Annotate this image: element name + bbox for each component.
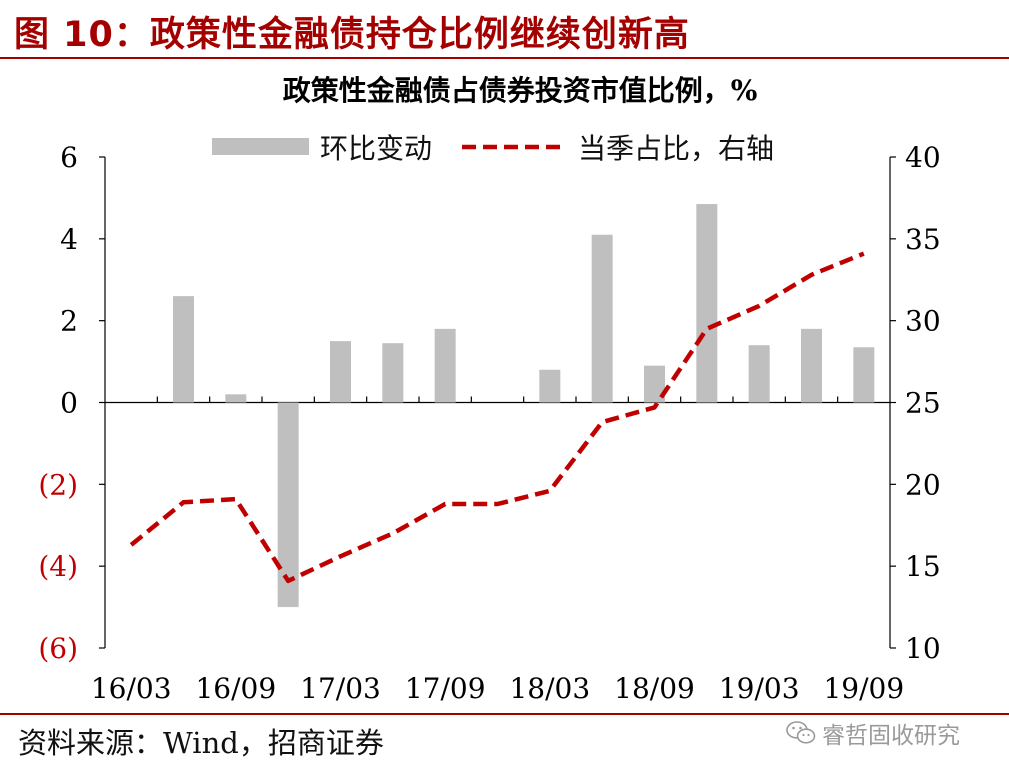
right-axis-tick-label: 15 xyxy=(905,550,941,583)
x-axis-tick-label: 18/09 xyxy=(614,672,695,705)
x-axis-tick-label: 19/09 xyxy=(823,672,904,705)
bar-17/09 xyxy=(434,328,456,403)
left-axis-tick-label: (2) xyxy=(38,468,78,501)
chart-title: 政策性金融债占债券投资市值比例，% xyxy=(283,74,758,107)
right-axis-tick-label: 25 xyxy=(905,387,941,420)
x-axis-tick-label: 17/09 xyxy=(405,672,486,705)
x-axis-tick-label: 17/03 xyxy=(300,672,381,705)
bar-18/09 xyxy=(644,365,665,403)
x-axis-tick-label: 18/03 xyxy=(509,672,590,705)
bar-16/12 xyxy=(277,402,299,608)
x-axis-tick-label: 16/03 xyxy=(91,672,172,705)
right-axis-tick-label: 30 xyxy=(905,305,941,338)
left-axis-tick-label: 2 xyxy=(60,305,78,338)
left-axis-tick-label: 6 xyxy=(60,141,78,174)
bar-17/03 xyxy=(330,341,351,403)
chart: 政策性金融债占债券投资市值比例，%环比变动 当季占比，右轴6420(2)(4)(6… xyxy=(38,74,941,705)
right-axis-tick-label: 10 xyxy=(905,632,941,665)
footer-divider xyxy=(0,713,1009,715)
left-axis-tick-label: (6) xyxy=(38,632,78,665)
figure-header: 图 10：政策性金融债持仓比例继续创新高 xyxy=(0,0,1009,59)
line-series-share xyxy=(129,251,865,584)
bar-17/06 xyxy=(382,343,404,403)
wechat-icon xyxy=(786,721,816,744)
right-axis-tick-label: 40 xyxy=(905,141,941,174)
watermark-label: 睿哲固收研究 xyxy=(822,723,960,749)
right-axis-tick-label: 35 xyxy=(905,223,941,256)
bar-16/06 xyxy=(173,296,194,403)
bar-19/03 xyxy=(748,345,770,403)
bar-16/09 xyxy=(225,394,247,403)
left-axis-tick-label: 0 xyxy=(60,387,78,420)
bar-19/09 xyxy=(853,347,875,403)
left-axis-tick-label: 4 xyxy=(60,223,78,256)
bar-18/03 xyxy=(539,369,561,403)
legend-bar-swatch xyxy=(212,138,309,155)
bar-18/06 xyxy=(591,234,613,403)
legend-bar-label: 环比变动 xyxy=(320,132,432,165)
right-axis-tick-label: 20 xyxy=(905,468,941,501)
watermark: 睿哲固收研究 xyxy=(786,716,960,750)
bar-19/06 xyxy=(801,328,822,403)
x-axis-tick-label: 16/09 xyxy=(195,672,276,705)
source-note: 资料来源：Wind，招商证券 xyxy=(18,726,384,760)
left-axis-tick-label: (4) xyxy=(38,550,78,583)
legend-line-label: 当季占比，右轴 xyxy=(578,132,774,165)
x-axis-tick-label: 19/03 xyxy=(719,672,800,705)
figure-title: 图 10：政策性金融债持仓比例继续创新高 xyxy=(14,15,690,55)
header-divider xyxy=(0,57,1009,59)
bar-18/12 xyxy=(696,204,718,403)
